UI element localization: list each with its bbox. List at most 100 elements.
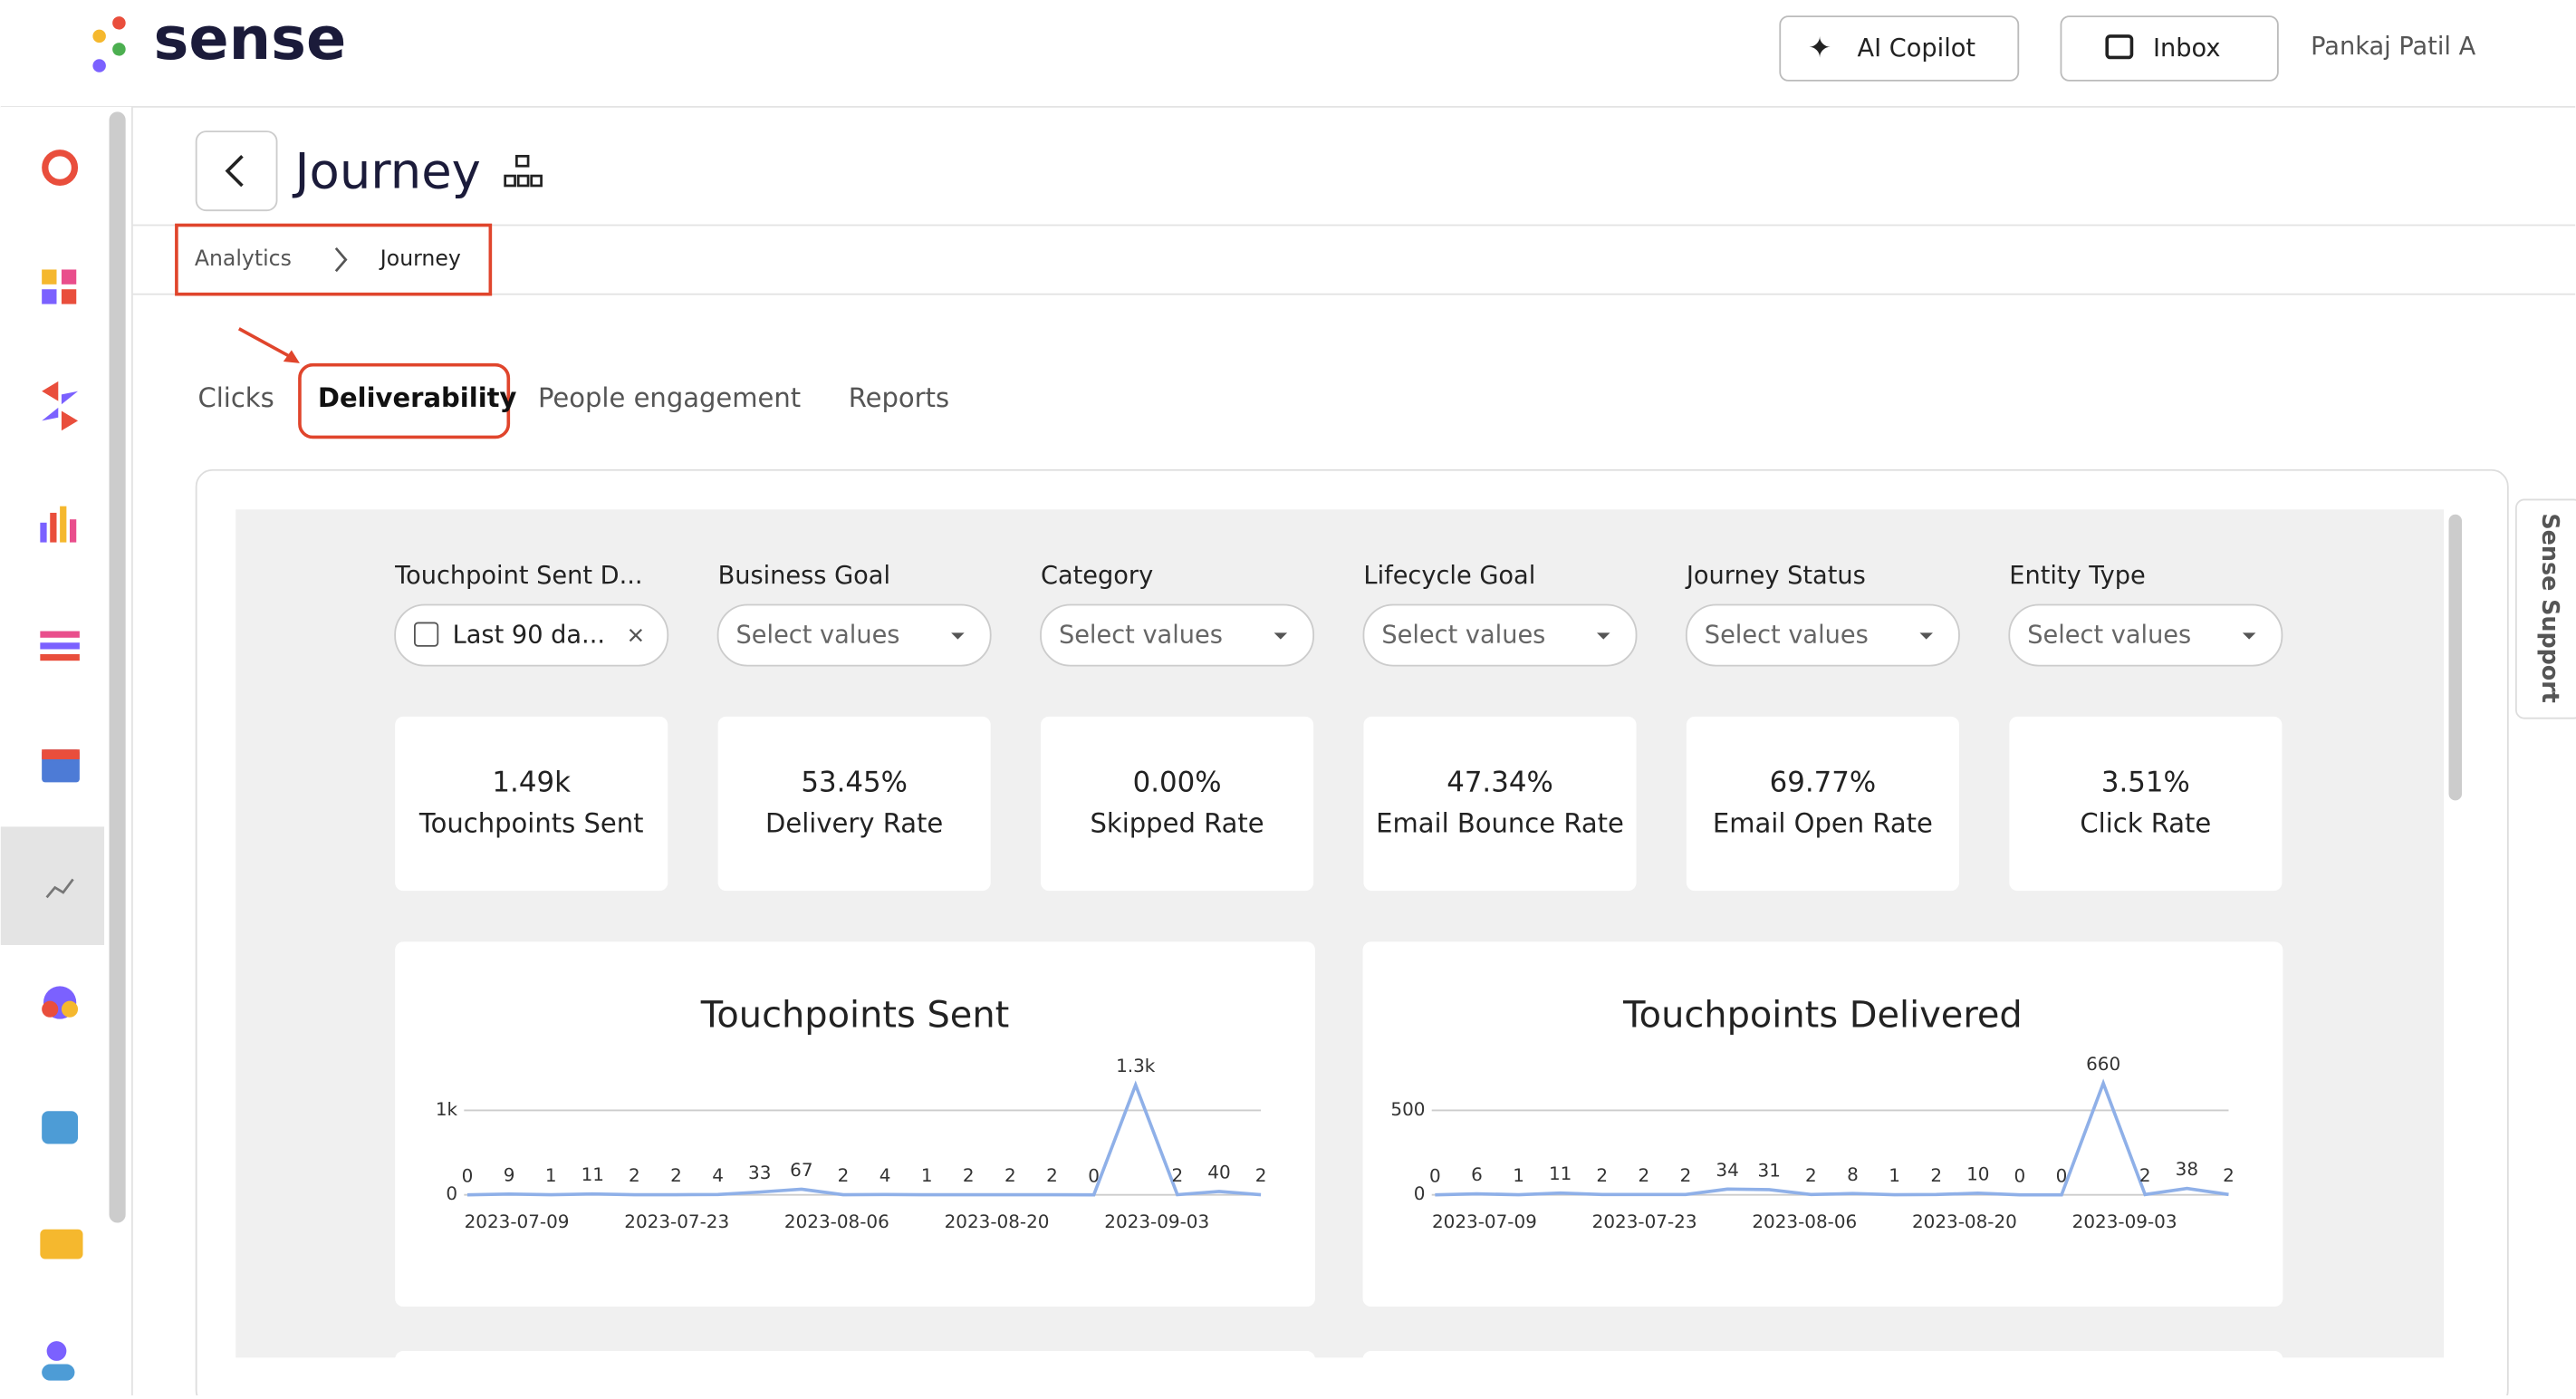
chart-title: Touchpoints Delivered	[1622, 994, 2023, 1036]
data-label: 2	[1255, 1164, 1267, 1186]
inbox-icon	[2105, 34, 2134, 60]
sidebar-icons[interactable]	[40, 150, 83, 1381]
data-label: 0	[2014, 1164, 2026, 1186]
filter-label: Category	[1041, 562, 1153, 590]
annotation-arrow	[237, 327, 294, 361]
data-label: 2	[1596, 1164, 1608, 1186]
filter-value[interactable]: Select values	[1059, 621, 1223, 649]
copilot-label[interactable]: AI Copilot	[1858, 34, 1976, 63]
scrollbar[interactable]	[2448, 514, 2463, 801]
logo-text: sense	[154, 5, 347, 73]
kpi-value: 47.34%	[1447, 767, 1553, 799]
data-label: 1.3k	[1116, 1055, 1156, 1076]
filter-select[interactable]	[1362, 603, 1638, 667]
breadcrumb-item: Journey	[379, 246, 461, 271]
kpi-label: Delivery Rate	[765, 808, 943, 839]
kpi-label: Email Bounce Rate	[1376, 808, 1624, 839]
data-label: 9	[504, 1163, 515, 1185]
support-label[interactable]: Sense Support	[2537, 513, 2564, 702]
data-label: 2	[1805, 1164, 1817, 1186]
filter-select[interactable]	[716, 603, 992, 667]
data-label: 2	[963, 1164, 975, 1186]
sidebar-scrollbar[interactable]	[109, 111, 126, 1223]
data-label: 2	[670, 1164, 682, 1186]
filter-value[interactable]: Select values	[736, 621, 900, 649]
data-label: 0	[1429, 1164, 1441, 1186]
data-label: 2	[2223, 1164, 2235, 1186]
tab[interactable]: Clicks	[197, 382, 274, 413]
data-label: 0	[1088, 1164, 1100, 1186]
kpi-value: 69.77%	[1770, 767, 1877, 799]
kpi-value: 0.00%	[1133, 767, 1222, 799]
data-label: 11	[582, 1163, 604, 1185]
tab[interactable]: Deliverability	[318, 382, 517, 413]
filter-value[interactable]: Select values	[2027, 621, 2191, 649]
filter-select[interactable]	[2008, 603, 2283, 667]
kpi-card	[2009, 716, 2283, 892]
data-label: 2	[1639, 1164, 1650, 1186]
data-label: 2	[1004, 1164, 1016, 1186]
y-tick-label: 1k	[436, 1098, 458, 1120]
data-label: 2	[1930, 1164, 1942, 1186]
x-tick-label: 2023-07-09	[465, 1211, 570, 1232]
back-button[interactable]	[195, 130, 278, 212]
kpi-label: Click Rate	[2080, 808, 2211, 839]
x-tick-label: 2023-07-23	[624, 1211, 729, 1232]
arrow-head	[283, 350, 300, 363]
filter-select[interactable]	[1040, 603, 1315, 667]
copilot-button[interactable]	[1779, 15, 2020, 82]
filter-value[interactable]: Last 90 da...	[453, 621, 605, 649]
filter-label: Journey Status	[1685, 562, 1866, 590]
tab[interactable]: Reports	[849, 382, 949, 413]
kpi-label: Skipped Rate	[1090, 808, 1264, 839]
line-series	[466, 1080, 1262, 1197]
data-label: 0	[462, 1164, 474, 1186]
x-tick-label: 2023-09-03	[2072, 1211, 2177, 1232]
data-label: 2	[1172, 1164, 1184, 1186]
data-label: 8	[1847, 1163, 1859, 1185]
data-label: 4	[712, 1164, 724, 1186]
filter-select[interactable]	[394, 603, 669, 667]
data-label: 2	[629, 1164, 640, 1186]
filter-select[interactable]	[1685, 603, 1960, 667]
data-label: 1	[921, 1164, 933, 1186]
calendar-icon	[414, 622, 439, 647]
data-label: 34	[1716, 1159, 1738, 1181]
kpi-card	[1041, 716, 1314, 892]
tab[interactable]: People engagement	[538, 382, 801, 413]
x-tick-label: 2023-09-03	[1104, 1211, 1209, 1232]
x-tick-label: 2023-08-06	[1752, 1211, 1857, 1232]
inbox-label[interactable]: Inbox	[2153, 34, 2220, 63]
data-label: 6	[1471, 1163, 1483, 1185]
chart-card	[395, 941, 1315, 1307]
x-tick-label: 2023-07-23	[1592, 1211, 1697, 1232]
filter-value[interactable]: Select values	[1705, 621, 1869, 649]
data-label: 40	[1207, 1162, 1230, 1183]
data-label: 38	[2176, 1158, 2198, 1180]
line-series	[1435, 1078, 2229, 1197]
clear-icon[interactable]	[629, 628, 643, 642]
data-label: 660	[2086, 1053, 2120, 1075]
y-tick-label: 500	[1390, 1098, 1425, 1120]
support-tab[interactable]	[2514, 498, 2576, 719]
filter-label: Entity Type	[2009, 562, 2145, 590]
x-tick-label: 2023-08-20	[1912, 1211, 2017, 1232]
filter-value[interactable]: Select values	[1381, 621, 1545, 649]
sparkle-icon: ✦	[1808, 32, 1831, 64]
filter-label: Touchpoint Sent D...	[394, 562, 642, 590]
breadcrumb-item[interactable]: Analytics	[195, 246, 292, 271]
kpi-value: 3.51%	[2101, 767, 2190, 799]
x-tick-label: 2023-08-06	[784, 1211, 889, 1232]
dropdown-arrow	[1919, 632, 1933, 640]
data-label: 1	[545, 1164, 557, 1186]
kpi-label: Email Open Rate	[1713, 808, 1933, 839]
data-label: 31	[1758, 1159, 1781, 1181]
user-name[interactable]: Pankaj Patil A	[2311, 33, 2475, 61]
data-label: 1	[1889, 1164, 1900, 1186]
x-tick-label: 2023-08-20	[945, 1211, 1050, 1232]
kpi-value: 1.49k	[492, 767, 571, 799]
dropdown-arrow	[951, 632, 965, 640]
inbox-button[interactable]	[2060, 15, 2279, 82]
kpi-card	[1363, 716, 1637, 892]
filter-label: Business Goal	[718, 562, 890, 590]
